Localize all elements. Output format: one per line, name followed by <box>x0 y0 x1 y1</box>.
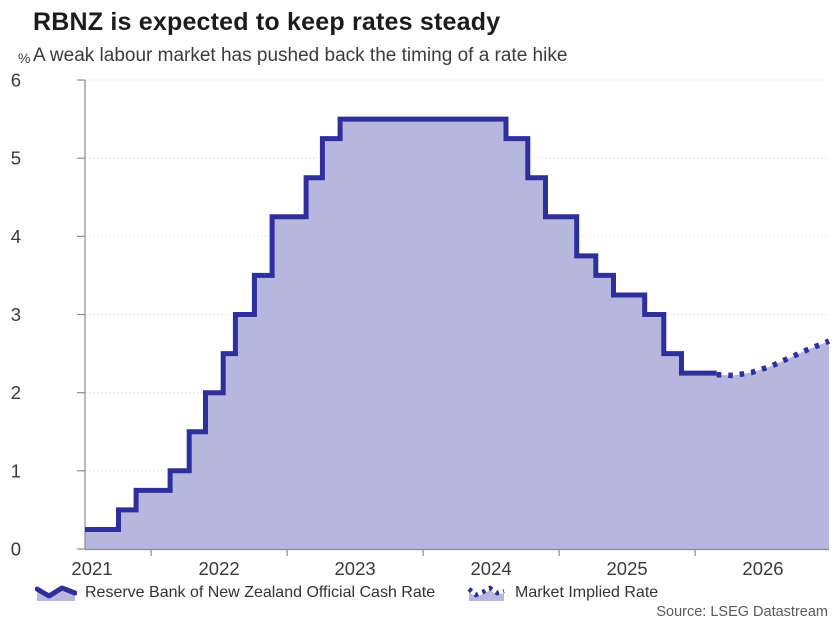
source-attribution: Source: LSEG Datastream <box>656 604 828 620</box>
y-tick-label: 0 <box>11 539 21 560</box>
x-tick-label: 2025 <box>607 558 648 578</box>
legend-label-cash-rate: Reserve Bank of New Zealand Official Cas… <box>85 584 436 601</box>
legend-label-market-implied: Market Implied Rate <box>515 584 659 601</box>
x-tick-label: 2022 <box>199 558 240 578</box>
x-tick-label: 2026 <box>742 558 783 578</box>
chart-subtitle: A weak labour market has pushed back the… <box>33 45 568 66</box>
x-tick-label: 2021 <box>71 558 112 578</box>
x-tick-label: 2023 <box>335 558 376 578</box>
chart-canvas: 0 1 2 3 4 5 6 2021 2022 2023 2024 2025 2026 <box>11 70 831 578</box>
y-tick-label: 4 <box>11 226 21 247</box>
legend-item-cash-rate: Reserve Bank of New Zealand Official Cas… <box>35 582 435 604</box>
y-tick-label: 3 <box>11 304 21 325</box>
cash-rate-series-line <box>85 116 717 532</box>
chart-title: RBNZ is expected to keep rates steady <box>33 8 501 36</box>
x-tick-label: 2024 <box>471 558 512 578</box>
y-tick-label: 1 <box>11 460 21 481</box>
y-tick-label: 2 <box>11 382 21 403</box>
legend-item-market-implied: Market Implied Rate <box>467 582 658 604</box>
area-fill <box>85 119 829 549</box>
cash-rate-legend-swatch-icon <box>35 585 77 601</box>
implied-rate-legend-swatch-icon <box>467 585 505 601</box>
y-tick-label: 5 <box>11 148 21 169</box>
chart-legend: Reserve Bank of New Zealand Official Cas… <box>0 582 840 606</box>
y-tick-label: 6 <box>11 70 21 91</box>
y-axis-unit-label: % <box>18 50 31 66</box>
